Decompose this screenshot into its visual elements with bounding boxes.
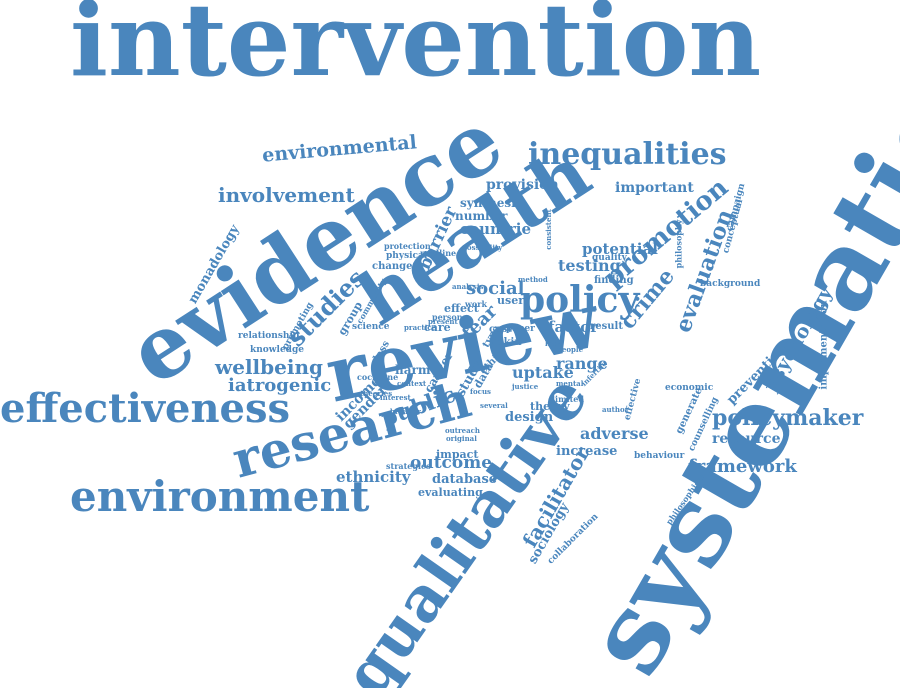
cloud-word: change <box>372 261 413 272</box>
cloud-word: paper <box>506 324 535 334</box>
cloud-word: uptake <box>512 363 574 382</box>
cloud-word: behaviour <box>634 451 685 461</box>
cloud-word: potential <box>582 240 658 258</box>
cloud-word: harm <box>395 363 431 377</box>
cloud-word: user <box>497 294 524 307</box>
cloud-word: author <box>602 405 629 414</box>
cloud-word: person <box>432 312 463 322</box>
cloud-word: countrie <box>460 220 532 238</box>
cloud-word: ethnicity <box>336 468 411 486</box>
cloud-word: provision <box>486 177 559 193</box>
cloud-word: broader <box>390 407 421 416</box>
cloud-word: method <box>518 275 548 284</box>
cloud-word: design <box>505 410 554 425</box>
cloud-word: impact <box>436 448 479 461</box>
cloud-word: philosophy <box>673 219 684 269</box>
cloud-word: interest <box>380 393 411 402</box>
cloud-word: resource <box>712 431 781 447</box>
cloud-word: limited <box>552 394 584 404</box>
cloud-word: quality <box>592 253 627 263</box>
cloud-word: factor <box>548 318 599 336</box>
cloud-word: adverse <box>580 424 649 443</box>
cloud-word: relationship <box>238 331 300 341</box>
cloud-word: implementation <box>818 300 830 390</box>
cloud-word: physical <box>386 251 428 261</box>
cloud-word: important <box>615 180 694 196</box>
cloud-word: context <box>397 379 427 388</box>
cloud-word: social <box>466 278 525 299</box>
cloud-word: environment <box>70 472 370 521</box>
cloud-word: effective <box>622 377 644 422</box>
cloud-word: skin <box>498 337 522 348</box>
cloud-word: theories <box>360 389 393 398</box>
cloud-word: mental <box>556 379 584 388</box>
cloud-word: strategies <box>386 461 431 471</box>
cloud-word: range <box>556 354 608 373</box>
cloud-word: lack <box>545 339 562 348</box>
cloud-word: outcome <box>410 453 493 473</box>
cloud-word: possibility <box>462 243 503 252</box>
cloud-word: testing <box>558 256 621 275</box>
cloud-word: number <box>455 209 508 223</box>
cloud-word: framework <box>688 456 797 477</box>
cloud-word: science <box>352 322 390 332</box>
cloud-word: inequalities <box>528 137 727 172</box>
cloud-word: evaluating <box>418 486 483 499</box>
cloud-word: effectiveness <box>0 385 291 432</box>
cloud-word: present <box>428 317 458 326</box>
cloud-word: knowledge <box>250 345 304 355</box>
cloud-word: medline <box>420 248 457 258</box>
cloud-word: policy <box>520 279 640 321</box>
cloud-word: involvement <box>218 183 355 207</box>
cloud-word: protection <box>384 241 431 251</box>
cloud-word: cost <box>489 324 513 335</box>
cloud-word: increase <box>556 444 618 459</box>
cloud-word: background <box>700 279 761 289</box>
cloud-word: several <box>480 401 508 410</box>
cloud-word: result <box>590 321 623 332</box>
cloud-word: policymaker <box>712 405 864 431</box>
cloud-word: practice <box>404 323 436 332</box>
cloud-word: outreach <box>445 426 481 435</box>
cloud-word: cochrane <box>357 372 399 382</box>
cloud-word: database <box>432 472 498 487</box>
cloud-word: focus <box>470 387 491 396</box>
cloud-word: effect <box>444 302 479 315</box>
cloud-word: analysis <box>452 282 484 291</box>
cloud-word: finding <box>594 275 634 286</box>
cloud-word: theory <box>530 400 570 413</box>
cloud-word: original <box>446 434 477 443</box>
cloud-word: wellbeing <box>215 355 323 379</box>
cloud-word: iatrogenic <box>228 375 332 396</box>
cloud-word: justice <box>512 382 539 391</box>
cloud-word: intervention <box>70 0 762 99</box>
cloud-word: synthesis <box>460 196 523 210</box>
cloud-word: work <box>465 299 487 309</box>
cloud-word: people <box>557 345 584 354</box>
cloud-word: care <box>424 321 451 334</box>
cloud-word: consistent <box>543 209 553 250</box>
cloud-word: economic <box>665 383 714 393</box>
